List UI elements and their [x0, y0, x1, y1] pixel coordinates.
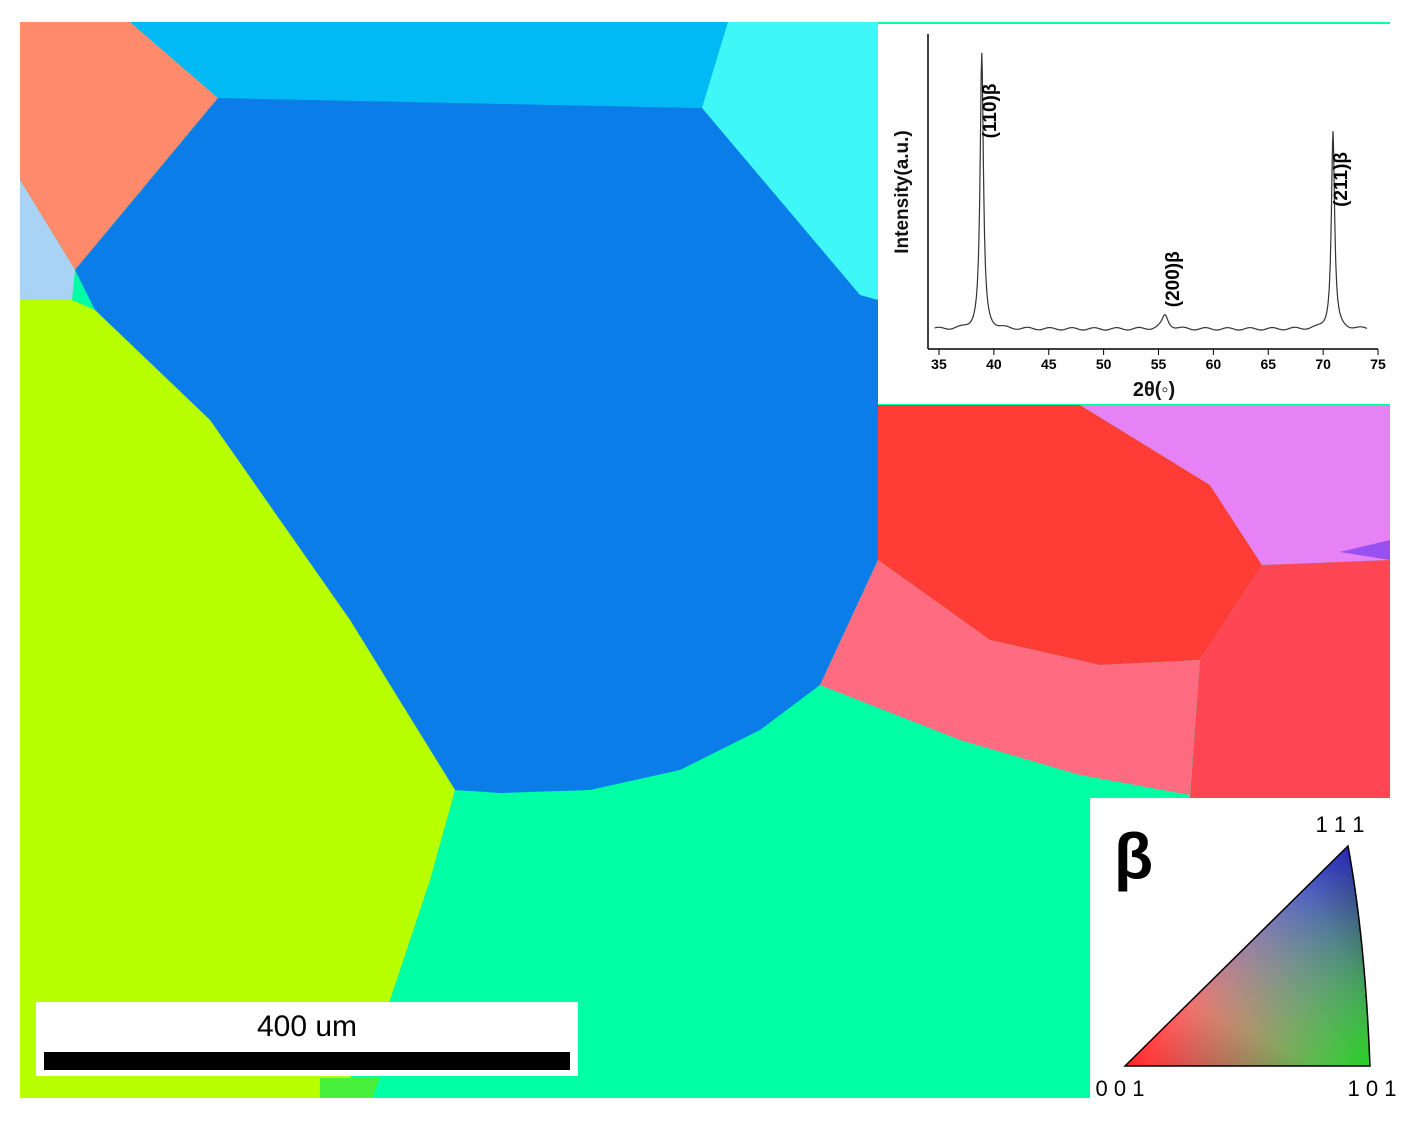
xrd-peak-labels: (110)β (200)β (211)β: [980, 84, 1352, 308]
ipf-corner-101: 1 0 1: [1348, 1076, 1397, 1101]
xrd-x-label: 2θ(◦): [1133, 379, 1175, 401]
ipf-legend: β 1 1 1 0 0 1 1 0 1: [1090, 798, 1400, 1118]
xrd-x-ticks: 35 40 45 50 55 60 65 70 75: [931, 349, 1386, 372]
scale-bar-box: 400 um: [36, 1002, 578, 1076]
scale-bar: [44, 1052, 570, 1070]
grain-crimson: [1190, 560, 1390, 798]
xrd-peak-label: (200)β: [1163, 251, 1184, 307]
xrd-x-tick-label: 60: [1206, 356, 1222, 372]
xrd-chart: 35 40 45 50 55 60 65 70 75 Intensity(a.u.) 2θ(◦)…: [892, 34, 1386, 401]
scale-bar-label: 400 um: [256, 1010, 358, 1043]
ipf-triangle-outline: [1123, 844, 1371, 1067]
ipf-phase-symbol: β: [1114, 820, 1153, 892]
ipf-corner-001: 0 0 1: [1096, 1076, 1145, 1101]
xrd-peak-label: (211)β: [1331, 152, 1352, 207]
grain-green-sliver: [320, 1078, 380, 1098]
grain-dark-blue: [75, 98, 878, 793]
xrd-x-tick-label: 45: [1041, 356, 1057, 372]
xrd-x-tick-label: 35: [931, 356, 947, 372]
grain-salmon: [20, 22, 218, 270]
xrd-peak-label: (110)β: [980, 84, 1001, 139]
grain-light-blue: [20, 180, 75, 300]
grain-cyan: [702, 22, 878, 300]
xrd-inset-panel: 35 40 45 50 55 60 65 70 75 Intensity(a.u.) 2θ(◦)…: [878, 24, 1390, 404]
xrd-x-tick-label: 55: [1151, 356, 1167, 372]
xrd-x-tick-label: 75: [1370, 356, 1386, 372]
xrd-y-label: Intensity(a.u.): [892, 130, 913, 254]
xrd-x-tick-label: 70: [1315, 356, 1331, 372]
xrd-pattern-line: [934, 52, 1368, 331]
grain-purple: [1340, 540, 1390, 560]
ipf-corner-111: 1 1 1: [1316, 812, 1365, 837]
xrd-x-tick-label: 50: [1096, 356, 1112, 372]
grain-red: [878, 405, 1262, 665]
grain-yellow-green: [20, 300, 455, 1098]
ipf-legend-graphic: β 1 1 1 0 0 1 1 0 1: [1096, 812, 1397, 1101]
grain-pink: [820, 560, 1200, 795]
grain-violet: [1080, 405, 1390, 565]
xrd-x-tick-label: 65: [1260, 356, 1276, 372]
grain-sky-blue: [130, 22, 728, 108]
xrd-x-tick-label: 40: [986, 356, 1002, 372]
